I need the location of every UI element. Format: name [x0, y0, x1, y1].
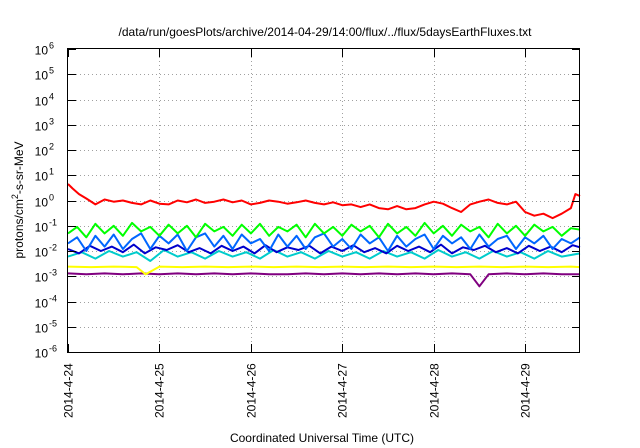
- series-line-6: [67, 221, 581, 239]
- plot-frame: [67, 48, 580, 353]
- y-tick-label: 102: [35, 142, 54, 159]
- x-tick-label: 2014-4-25: [153, 363, 167, 418]
- series-line-4: [67, 243, 581, 255]
- x-tick-label: 2014-4-26: [245, 363, 259, 418]
- y-tick-label: 101: [35, 167, 54, 184]
- x-axis-label: Coordinated Universal Time (UTC): [230, 431, 414, 445]
- y-tick-label: 105: [35, 66, 54, 83]
- y-tick-label: 106: [35, 41, 54, 58]
- y-tick-label: 10-6: [35, 344, 57, 361]
- x-tick-labels: 2014-4-24 2014-4-25 2014-4-26 2014-4-27 2014…: [62, 363, 533, 418]
- y-tick-label: 103: [35, 117, 54, 134]
- y-tick-label: 10-5: [35, 319, 57, 336]
- tick-marks: [68, 49, 580, 353]
- series-layer: [67, 183, 581, 288]
- y-tick-label: 10-2: [35, 243, 57, 260]
- x-tick-label: 2014-4-28: [428, 363, 442, 418]
- x-tick-label: 2014-4-24: [62, 363, 76, 418]
- chart-title: /data/run/goesPlots/archive/2014-04-29/1…: [119, 25, 533, 39]
- x-tick-label: 2014-4-27: [336, 363, 350, 418]
- y-tick-label: 10-1: [35, 218, 57, 235]
- y-tick-label: 10-4: [35, 294, 57, 311]
- series-line-2: [67, 265, 581, 276]
- y-tick-label: 104: [35, 92, 54, 109]
- grid: [68, 49, 580, 352]
- x-tick-label: 2014-4-29: [519, 363, 533, 418]
- y-tick-labels: 10-6 10-5 10-4 10-3 10-2 10-1 100 101 102 103 104 1…: [35, 41, 57, 361]
- y-axis-label: protons/cm2-s-sr-MeV: [10, 141, 26, 258]
- series-line-7: [67, 183, 581, 220]
- y-tick-label: 100: [35, 193, 54, 210]
- series-line-5: [67, 232, 581, 252]
- series-line-1: [67, 272, 580, 288]
- series-line-3: [67, 249, 581, 262]
- y-tick-label: 10-3: [35, 268, 57, 285]
